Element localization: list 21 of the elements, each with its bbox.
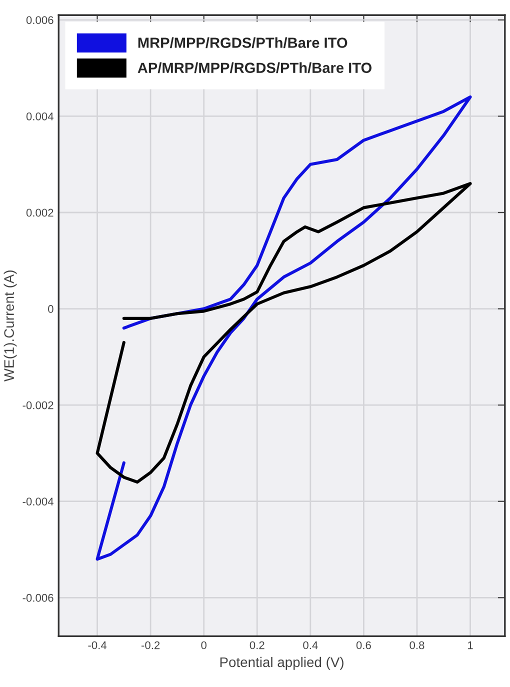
x-tick-label: 0.2 (250, 641, 264, 650)
x-tick-label: 1 (468, 641, 473, 650)
x-tick-label: -0.2 (141, 641, 160, 650)
x-tick-label: -0.4 (88, 641, 107, 650)
y-tick-label: -0.006 (22, 594, 54, 602)
legend-label: AP/MRP/MPP/RGDS/PTh/Bare ITO (138, 62, 372, 74)
x-tick-label: 0.8 (410, 641, 424, 650)
line-series (96, 182, 472, 484)
line-series (96, 95, 472, 561)
legend-label: MRP/MPP/RGDS/PTh/Bare ITO (138, 37, 348, 48)
x-tick-label: 0.6 (356, 641, 371, 650)
x-tick-label: 0 (201, 641, 207, 650)
y-tick-label: 0.006 (26, 16, 54, 24)
x-axis-title: Potential applied (V) (220, 656, 344, 670)
y-tick-label: 0 (48, 305, 54, 313)
y-tick-label: 0.002 (26, 208, 54, 217)
x-tick-label: 0.4 (303, 641, 318, 650)
y-axis-title: WE(1).Current (A) (4, 270, 17, 382)
y-tick-label: -0.004 (22, 498, 54, 506)
y-tick-label: 0.004 (26, 112, 54, 120)
y-tick-label: -0.002 (22, 401, 54, 410)
